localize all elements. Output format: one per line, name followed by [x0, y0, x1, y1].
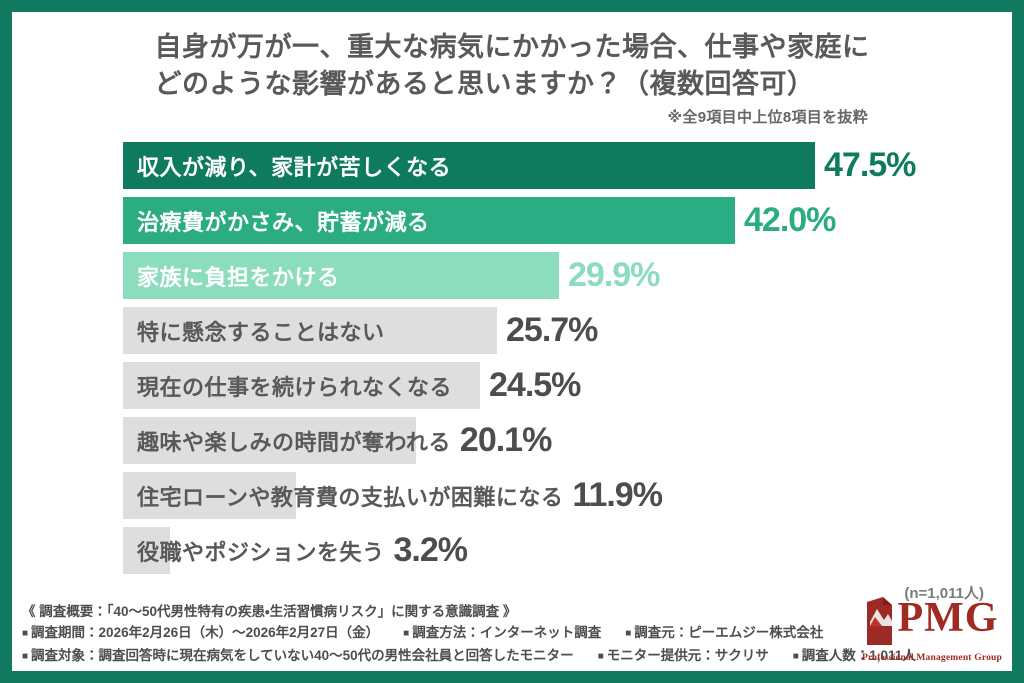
- bar-value-label: 42.0%: [744, 201, 836, 239]
- bar-value-label: 47.5%: [824, 146, 916, 184]
- survey-detail-item: ■ 調査人数：1,011人: [793, 645, 916, 668]
- bar-row-content: 特に懸念することはない 25.7%: [123, 307, 1012, 354]
- bar-category-label: 趣味や楽しみの時間が奪われる: [137, 429, 451, 455]
- bar-fill: [123, 362, 480, 409]
- bar-category-label: 特に懸念することはない: [137, 319, 385, 345]
- bar-value-label: 11.9%: [572, 476, 663, 514]
- survey-detail-item: ■ 調査元：ピーエムジー株式会社: [625, 622, 823, 645]
- bar-category-label: 住宅ローンや教育費の支払いが困難になる: [137, 484, 564, 510]
- title-note: ※全9項目中上位8項目を抜粋: [667, 109, 868, 126]
- survey-detail-line2: ■ 調査対象：調査回答時に現在病気をしていない40〜50代の男性会社員と回答したモ…: [22, 645, 940, 668]
- bar-value-label: 25.7%: [506, 311, 598, 349]
- survey-detail-line1: ■ 調査期間：2026年2月26日（木）〜2026年2月27日（金） ■ 調査方法：イ…: [22, 622, 940, 645]
- survey-detail-item: ■ 調査対象：調査回答時に現在病気をしていない40〜50代の男性会社員と回答したモ…: [22, 645, 574, 668]
- survey-detail-text: 調査人数：1,011人: [801, 648, 916, 663]
- bar-value-label: 29.9%: [568, 256, 660, 294]
- survey-detail-item: ■ 調査期間：2026年2月26日（木）〜2026年2月27日（金）: [22, 622, 379, 645]
- bar-row-content: 趣味や楽しみの時間が奪われる 20.1%: [123, 417, 1012, 464]
- bar-category-label: 収入が減り、家計が苦しくなる: [137, 154, 452, 180]
- page-title-line2: どのような影響があると思いますか？（複数回答可）: [154, 69, 815, 99]
- bar-category-label: 現在の仕事を続けられなくなる: [137, 374, 453, 400]
- pmg-logo-subtitle: Professional Management Group: [861, 653, 1002, 663]
- survey-detail-item: ■ モニター提供元：サクリサ: [598, 645, 769, 668]
- bar-row: 趣味や楽しみの時間が奪われる 20.1%: [123, 417, 1012, 464]
- pmg-logo: PMG Professional Management Group: [862, 596, 1002, 663]
- bar-row: 特に懸念することはない 25.7%: [123, 307, 1012, 354]
- bar-value-label: 24.5%: [489, 366, 581, 404]
- survey-overview: 《 調査概要：「40〜50代男性特有の疾患・生活習慣病リスク」に関する意識調査 …: [22, 604, 517, 619]
- pmg-logo-top: PMG: [866, 596, 999, 651]
- square-bullet-icon: ■: [597, 651, 604, 662]
- square-bullet-icon: ■: [22, 651, 29, 662]
- sample-size-note: (n=1,011人): [904, 585, 984, 602]
- bar-fill: [123, 472, 296, 519]
- bar-row-content: 収入が減り、家計が苦しくなる 47.5%: [123, 142, 1012, 189]
- page-title-line1: 自身が万が一、重大な病気にかかった場合、仕事や家庭に: [154, 32, 870, 62]
- bar-row: 収入が減り、家計が苦しくなる 47.5%: [123, 142, 1012, 189]
- bar-row-content: 治療費がかさみ、貯蓄が減る 42.0%: [123, 197, 1012, 244]
- bar-fill: [123, 197, 735, 244]
- survey-detail-text: モニター提供元：サクリサ: [606, 648, 769, 663]
- bar-row-content: 現在の仕事を続けられなくなる 24.5%: [123, 362, 1012, 409]
- survey-detail-text: 調査対象：調査回答時に現在病気をしていない40〜50代の男性会社員と回答したモニ…: [31, 648, 574, 663]
- bar-category-label: 役職やポジションを失う: [137, 539, 385, 565]
- bar-row: 現在の仕事を続けられなくなる 24.5%: [123, 362, 1012, 409]
- survey-detail-item: ■ 調査方法：インターネット調査: [403, 622, 601, 645]
- bar-fill: [123, 307, 497, 354]
- bar-fill: [123, 417, 416, 464]
- square-bullet-icon: ■: [403, 628, 410, 639]
- bar-chart: 収入が減り、家計が苦しくなる 47.5% 治療費がかさみ、貯蓄が減る 42.0% 家族に…: [123, 142, 1012, 574]
- square-bullet-icon: ■: [22, 628, 29, 639]
- square-bullet-icon: ■: [792, 651, 799, 662]
- bar-row-content: 家族に負担をかける 29.9%: [123, 252, 1012, 299]
- bar-fill: [123, 527, 170, 574]
- bar-row-content: 住宅ローンや教育費の支払いが困難になる 11.9%: [123, 472, 1012, 519]
- bar-category-label: 家族に負担をかける: [137, 264, 340, 290]
- survey-detail-text: 調査方法：インターネット調査: [412, 625, 602, 640]
- bar-row-content: 役職やポジションを失う 3.2%: [123, 527, 1012, 574]
- bar-fill: [123, 142, 815, 189]
- survey-detail-text: 調査期間：2026年2月26日（木）〜2026年2月27日（金）: [31, 625, 380, 640]
- square-bullet-icon: ■: [625, 628, 632, 639]
- pmg-logo-text: PMG: [897, 595, 999, 641]
- survey-detail-text: 調査元：ピーエムジー株式会社: [634, 625, 824, 640]
- bar-row: 住宅ローンや教育費の支払いが困難になる 11.9%: [123, 472, 1012, 519]
- bar-fill: [123, 252, 559, 299]
- bar-category-label: 治療費がかさみ、貯蓄が減る: [137, 209, 430, 235]
- survey-footer: 《 調査概要：「40〜50代男性特有の疾患・生活習慣病リスク」に関する意識調査 …: [22, 601, 940, 668]
- title-block: 自身が万が一、重大な病気にかかった場合、仕事や家庭に どのような影響があると思い…: [155, 29, 870, 103]
- bar-row: 家族に負担をかける 29.9%: [123, 252, 1012, 299]
- bar-row: 役職やポジションを失う 3.2%: [123, 527, 1012, 574]
- bar-value-label: 20.1%: [459, 421, 552, 459]
- bar-row: 治療費がかさみ、貯蓄が減る 42.0%: [123, 197, 1012, 244]
- bar-value-label: 3.2%: [393, 531, 468, 569]
- pmg-flag-icon: [866, 596, 893, 651]
